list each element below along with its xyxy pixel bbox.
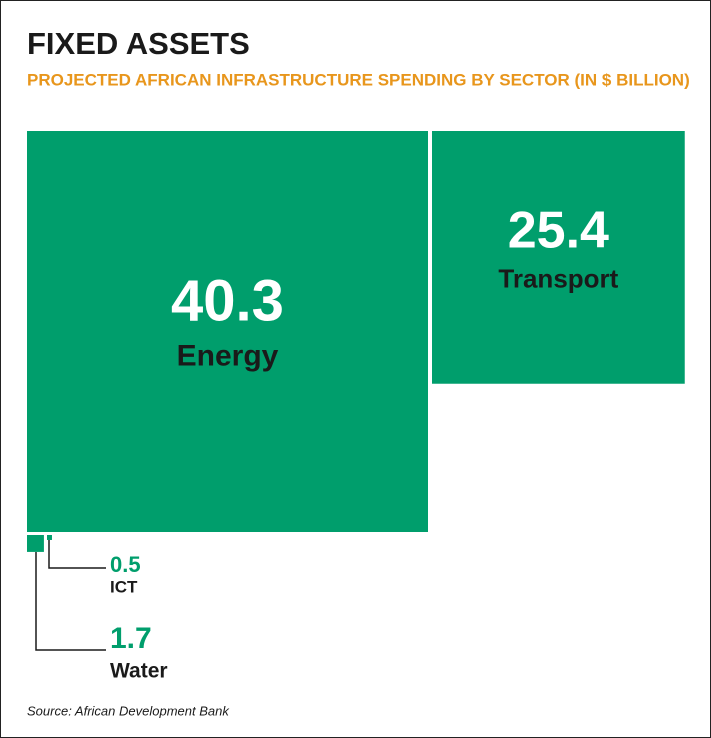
- square: [432, 131, 685, 384]
- category-label: ICT: [110, 577, 138, 596]
- square: [27, 131, 428, 532]
- source: Source: African Development Bank: [27, 703, 230, 718]
- value-label: 0.5: [110, 552, 141, 577]
- category-label: Transport: [498, 264, 618, 294]
- value-label: 1.7: [110, 622, 152, 655]
- chart-subtitle: PROJECTED AFRICAN INFRASTRUCTURE SPENDIN…: [27, 70, 690, 89]
- leader-line: [48, 540, 106, 569]
- square: [47, 535, 52, 540]
- category-label: Water: [110, 660, 168, 683]
- value-label: 40.3: [171, 269, 284, 334]
- chart-title: FIXED ASSETS: [27, 26, 250, 61]
- value-label: 25.4: [508, 202, 609, 260]
- leader-line: [35, 552, 106, 651]
- square: [27, 535, 44, 552]
- category-label: Energy: [177, 340, 279, 373]
